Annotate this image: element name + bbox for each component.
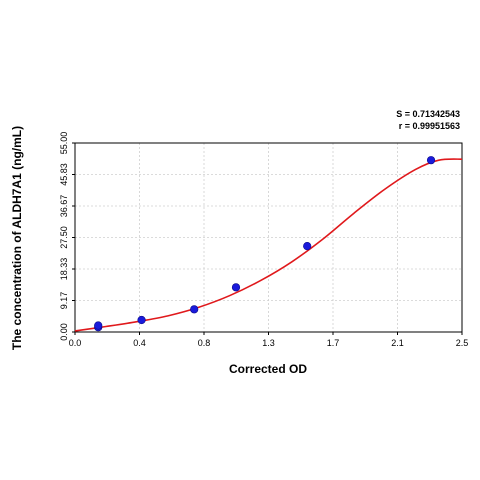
- y-tick-label: 36.67: [59, 195, 69, 218]
- data-point: [94, 321, 103, 330]
- r-value-label: r = 0.99951563: [398, 121, 460, 131]
- data-point: [137, 315, 146, 325]
- y-tick-label: 0.00: [59, 323, 69, 341]
- data-points: [94, 156, 436, 332]
- x-tick-label: 0.8: [198, 338, 211, 348]
- data-point: [231, 283, 241, 292]
- y-tick-label: 55.00: [59, 132, 69, 155]
- y-axis-title: The concentration of ALDH7A1 (ng/mL): [10, 126, 24, 350]
- x-tick-label: 2.1: [391, 338, 404, 348]
- x-axis-ticks: 0.0 0.4 0.8 1.3 1.7 2.1 2.5: [69, 332, 469, 348]
- x-tick-label: 1.7: [327, 338, 340, 348]
- x-tick-label: 0.4: [133, 338, 146, 348]
- x-tick-label: 0.0: [69, 338, 82, 348]
- x-axis-title: Corrected OD: [229, 362, 307, 376]
- x-tick-label: 1.3: [262, 338, 275, 348]
- s-value-label: S = 0.71342543: [396, 109, 460, 119]
- regression-stats: S = 0.71342543 r = 0.99951563: [396, 108, 460, 132]
- y-tick-label: 27.50: [59, 226, 69, 249]
- data-point: [426, 156, 436, 165]
- y-tick-label: 9.17: [59, 292, 69, 310]
- y-axis-ticks: 0.00 9.17 18.33 27.50 36.67 45.83 55.00: [59, 132, 75, 341]
- grid-lines: [75, 143, 462, 332]
- y-tick-label: 18.33: [59, 258, 69, 281]
- x-tick-label: 2.5: [456, 338, 469, 348]
- data-point: [190, 305, 199, 314]
- data-point: [303, 241, 312, 251]
- y-tick-label: 45.83: [59, 163, 69, 186]
